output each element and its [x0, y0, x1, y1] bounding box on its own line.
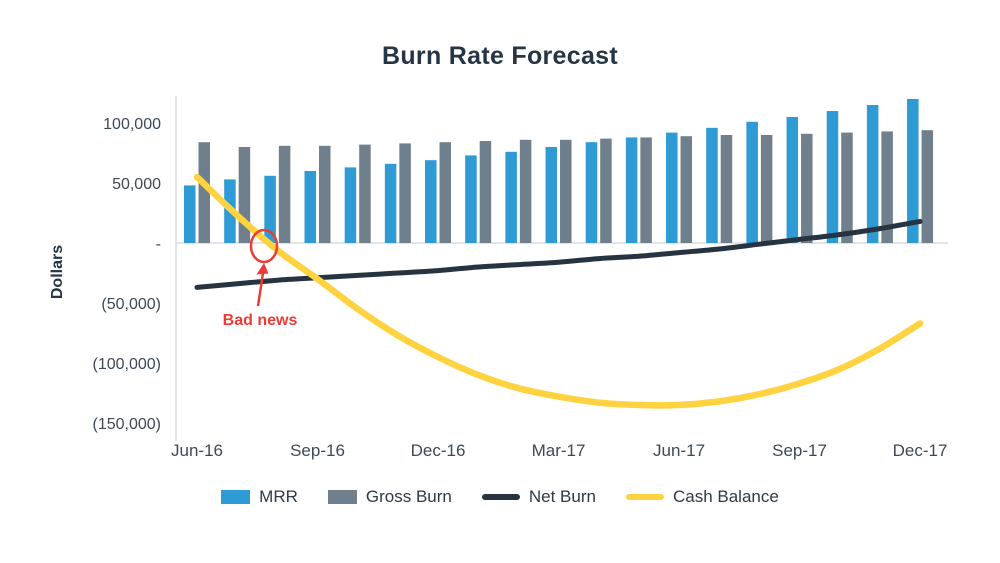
legend-item-net-burn: Net Burn [481, 487, 596, 507]
legend-label-mrr: MRR [259, 487, 298, 506]
svg-text:100,000: 100,000 [103, 116, 161, 133]
svg-text:-: - [156, 236, 161, 253]
svg-text:Jun-17: Jun-17 [653, 441, 705, 460]
svg-text:50,000: 50,000 [112, 176, 161, 193]
svg-text:Dec-16: Dec-16 [411, 441, 466, 460]
annotation-label: Bad news [223, 312, 298, 329]
legend-item-mrr: MRR [221, 487, 298, 507]
annotation-bad-news: Bad news [223, 228, 298, 329]
annotation-arrow-line [256, 272, 265, 307]
annotation-circle [249, 228, 279, 264]
y-axis-title: Dollars [49, 245, 66, 299]
svg-text:(100,000): (100,000) [93, 356, 162, 373]
bar-series [184, 99, 934, 243]
svg-text:Jun-16: Jun-16 [171, 441, 223, 460]
legend-label-gross-burn: Gross Burn [365, 487, 452, 506]
svg-text:(50,000): (50,000) [101, 296, 161, 313]
chart-title: Burn Rate Forecast [381, 42, 618, 70]
legend-item-gross-burn: Gross Burn [327, 487, 452, 507]
mrr-swatch [221, 490, 251, 504]
line-series [193, 173, 924, 409]
gross-burn-swatch [327, 490, 357, 504]
x-axis-tick-labels: Jun-16 Sep-16 Dec-16 Mar-17 Jun-17 Sep-17 Dec-… [171, 441, 947, 460]
legend-label-cash-balance: Cash Balance [672, 487, 779, 506]
legend-label-net-burn: Net Burn [528, 487, 596, 506]
legend-item-cash-balance: Cash Balance [625, 487, 779, 507]
net-burn-swatch [481, 494, 520, 500]
y-axis-tick-labels: 100,000 50,000 - (50,000) (100,000) (150,000) [93, 116, 162, 433]
svg-text:Sep-16: Sep-16 [290, 441, 345, 460]
legend: MRR Gross Burn Net Burn Cash Balance [0, 487, 1000, 507]
svg-text:Sep-17: Sep-17 [772, 441, 827, 460]
cash-balance-swatch [625, 494, 664, 500]
annotation-arrow-head [256, 263, 269, 275]
svg-text:Mar-17: Mar-17 [532, 441, 586, 460]
svg-text:(150,000): (150,000) [93, 416, 162, 433]
svg-text:Dec-17: Dec-17 [893, 441, 948, 460]
